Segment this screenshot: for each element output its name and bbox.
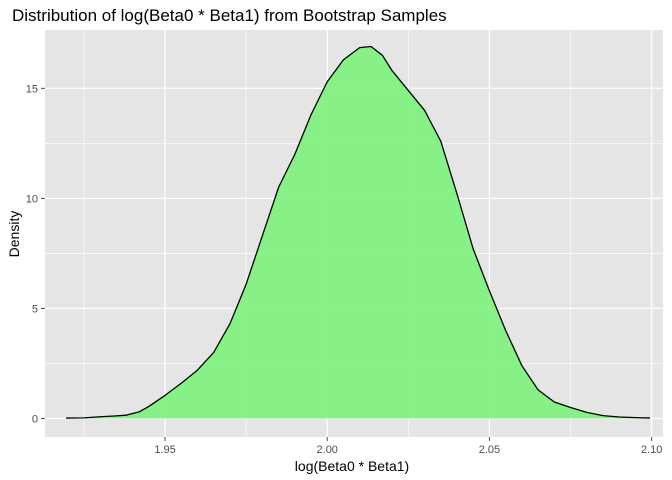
y-axis-label: Density <box>6 211 22 258</box>
x-tick-label: 2.05 <box>479 444 500 456</box>
y-tick-label: 10 <box>26 193 38 205</box>
chart-title: Distribution of log(Beta0 * Beta1) from … <box>12 6 447 25</box>
y-tick-label: 15 <box>26 83 38 95</box>
y-tick-label: 5 <box>32 303 38 315</box>
x-tick-label: 1.95 <box>154 444 175 456</box>
x-tick-label: 2.00 <box>317 444 338 456</box>
x-axis-ticks: 1.95 2.00 2.05 2.10 <box>154 437 662 456</box>
x-axis-label: log(Beta0 * Beta1) <box>295 458 409 474</box>
density-curve <box>66 45 651 419</box>
x-tick-label: 2.10 <box>641 444 662 456</box>
y-tick-label: 0 <box>32 414 38 426</box>
y-axis-ticks: 0 5 10 15 <box>26 83 45 426</box>
density-area <box>66 46 651 419</box>
